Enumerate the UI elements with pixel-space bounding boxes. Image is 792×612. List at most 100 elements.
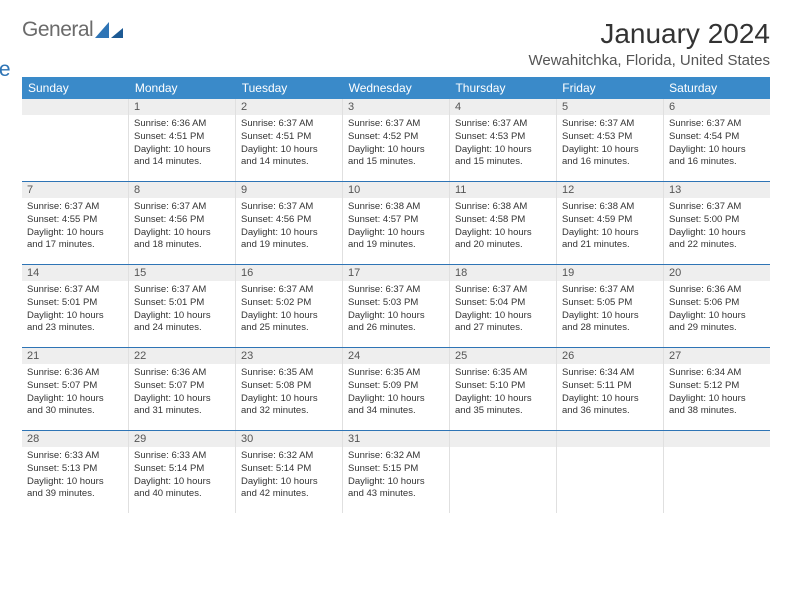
day-content: Sunrise: 6:32 AMSunset: 5:15 PMDaylight:…: [343, 447, 449, 505]
day-cell: 3Sunrise: 6:37 AMSunset: 4:52 PMDaylight…: [343, 99, 450, 181]
day-header-thu: Thursday: [449, 77, 556, 99]
week-row: 21Sunrise: 6:36 AMSunset: 5:07 PMDayligh…: [22, 347, 770, 430]
day-content: Sunrise: 6:37 AMSunset: 5:05 PMDaylight:…: [557, 281, 663, 339]
daylight-line2: and 24 minutes.: [134, 322, 230, 335]
day-number: 17: [343, 265, 449, 281]
day-header-sat: Saturday: [663, 77, 770, 99]
sunrise: Sunrise: 6:36 AM: [669, 284, 765, 297]
day-cell: 23Sunrise: 6:35 AMSunset: 5:08 PMDayligh…: [236, 348, 343, 430]
day-number: 21: [22, 348, 128, 364]
logo-sail-icon: [95, 22, 125, 40]
sunrise: Sunrise: 6:36 AM: [134, 118, 230, 131]
daylight-line1: Daylight: 10 hours: [669, 393, 765, 406]
day-number: 2: [236, 99, 342, 115]
day-cell: 10Sunrise: 6:38 AMSunset: 4:57 PMDayligh…: [343, 182, 450, 264]
day-content: Sunrise: 6:37 AMSunset: 4:56 PMDaylight:…: [236, 198, 342, 256]
day-content: Sunrise: 6:37 AMSunset: 5:01 PMDaylight:…: [129, 281, 235, 339]
day-content: Sunrise: 6:38 AMSunset: 4:59 PMDaylight:…: [557, 198, 663, 256]
daylight-line1: Daylight: 10 hours: [27, 310, 123, 323]
sunset: Sunset: 4:52 PM: [348, 131, 444, 144]
day-number: [557, 431, 663, 447]
daylight-line2: and 40 minutes.: [134, 488, 230, 501]
daylight-line1: Daylight: 10 hours: [134, 393, 230, 406]
sunset: Sunset: 5:09 PM: [348, 380, 444, 393]
day-content: Sunrise: 6:37 AMSunset: 5:03 PMDaylight:…: [343, 281, 449, 339]
day-cell: 5Sunrise: 6:37 AMSunset: 4:53 PMDaylight…: [557, 99, 664, 181]
day-number: 8: [129, 182, 235, 198]
sunset: Sunset: 5:12 PM: [669, 380, 765, 393]
day-cell: 6Sunrise: 6:37 AMSunset: 4:54 PMDaylight…: [664, 99, 770, 181]
day-number: 4: [450, 99, 556, 115]
day-content: Sunrise: 6:35 AMSunset: 5:09 PMDaylight:…: [343, 364, 449, 422]
sunrise: Sunrise: 6:38 AM: [562, 201, 658, 214]
day-cell: 2Sunrise: 6:37 AMSunset: 4:51 PMDaylight…: [236, 99, 343, 181]
daylight-line1: Daylight: 10 hours: [455, 227, 551, 240]
daylight-line1: Daylight: 10 hours: [27, 227, 123, 240]
day-content: Sunrise: 6:37 AMSunset: 4:54 PMDaylight:…: [664, 115, 770, 173]
day-cell: 17Sunrise: 6:37 AMSunset: 5:03 PMDayligh…: [343, 265, 450, 347]
daylight-line2: and 15 minutes.: [455, 156, 551, 169]
daylight-line2: and 39 minutes.: [27, 488, 123, 501]
daylight-line2: and 26 minutes.: [348, 322, 444, 335]
week-row: 1Sunrise: 6:36 AMSunset: 4:51 PMDaylight…: [22, 99, 770, 181]
day-cell: 15Sunrise: 6:37 AMSunset: 5:01 PMDayligh…: [129, 265, 236, 347]
sunset: Sunset: 4:51 PM: [134, 131, 230, 144]
day-number: 20: [664, 265, 770, 281]
daylight-line2: and 18 minutes.: [134, 239, 230, 252]
sunset: Sunset: 5:01 PM: [134, 297, 230, 310]
daylight-line2: and 20 minutes.: [455, 239, 551, 252]
daylight-line2: and 14 minutes.: [134, 156, 230, 169]
day-content: Sunrise: 6:36 AMSunset: 5:07 PMDaylight:…: [129, 364, 235, 422]
sunrise: Sunrise: 6:38 AM: [455, 201, 551, 214]
sunrise: Sunrise: 6:36 AM: [134, 367, 230, 380]
daylight-line2: and 16 minutes.: [562, 156, 658, 169]
day-number: 30: [236, 431, 342, 447]
day-header-fri: Friday: [556, 77, 663, 99]
sunrise: Sunrise: 6:37 AM: [27, 201, 123, 214]
daylight-line2: and 16 minutes.: [669, 156, 765, 169]
sunrise: Sunrise: 6:37 AM: [241, 118, 337, 131]
week-row: 28Sunrise: 6:33 AMSunset: 5:13 PMDayligh…: [22, 430, 770, 513]
day-cell: 11Sunrise: 6:38 AMSunset: 4:58 PMDayligh…: [450, 182, 557, 264]
day-content: Sunrise: 6:35 AMSunset: 5:08 PMDaylight:…: [236, 364, 342, 422]
sunset: Sunset: 5:14 PM: [241, 463, 337, 476]
day-cell: 13Sunrise: 6:37 AMSunset: 5:00 PMDayligh…: [664, 182, 770, 264]
daylight-line1: Daylight: 10 hours: [348, 227, 444, 240]
sunset: Sunset: 5:01 PM: [27, 297, 123, 310]
day-content: Sunrise: 6:38 AMSunset: 4:58 PMDaylight:…: [450, 198, 556, 256]
day-content: Sunrise: 6:38 AMSunset: 4:57 PMDaylight:…: [343, 198, 449, 256]
daylight-line2: and 35 minutes.: [455, 405, 551, 418]
day-cell: 16Sunrise: 6:37 AMSunset: 5:02 PMDayligh…: [236, 265, 343, 347]
sunrise: Sunrise: 6:37 AM: [348, 118, 444, 131]
daylight-line2: and 43 minutes.: [348, 488, 444, 501]
day-number: 6: [664, 99, 770, 115]
sunrise: Sunrise: 6:37 AM: [562, 284, 658, 297]
sunrise: Sunrise: 6:37 AM: [134, 284, 230, 297]
sunrise: Sunrise: 6:37 AM: [348, 284, 444, 297]
daylight-line1: Daylight: 10 hours: [455, 393, 551, 406]
daylight-line1: Daylight: 10 hours: [134, 227, 230, 240]
daylight-line1: Daylight: 10 hours: [241, 310, 337, 323]
day-cell: [450, 431, 557, 513]
sunset: Sunset: 5:05 PM: [562, 297, 658, 310]
sunset: Sunset: 5:07 PM: [134, 380, 230, 393]
sunrise: Sunrise: 6:35 AM: [241, 367, 337, 380]
sunrise: Sunrise: 6:37 AM: [562, 118, 658, 131]
daylight-line2: and 28 minutes.: [562, 322, 658, 335]
sunrise: Sunrise: 6:33 AM: [27, 450, 123, 463]
daylight-line1: Daylight: 10 hours: [562, 393, 658, 406]
daylight-line1: Daylight: 10 hours: [134, 476, 230, 489]
daylight-line1: Daylight: 10 hours: [27, 393, 123, 406]
day-cell: 24Sunrise: 6:35 AMSunset: 5:09 PMDayligh…: [343, 348, 450, 430]
day-cell: 14Sunrise: 6:37 AMSunset: 5:01 PMDayligh…: [22, 265, 129, 347]
week-row: 14Sunrise: 6:37 AMSunset: 5:01 PMDayligh…: [22, 264, 770, 347]
day-content: Sunrise: 6:37 AMSunset: 4:53 PMDaylight:…: [557, 115, 663, 173]
daylight-line2: and 19 minutes.: [241, 239, 337, 252]
daylight-line2: and 27 minutes.: [455, 322, 551, 335]
sunrise: Sunrise: 6:33 AM: [134, 450, 230, 463]
day-header-mon: Monday: [129, 77, 236, 99]
sunset: Sunset: 4:58 PM: [455, 214, 551, 227]
logo: General Blue: [22, 18, 93, 66]
day-number: 5: [557, 99, 663, 115]
sunrise: Sunrise: 6:37 AM: [455, 118, 551, 131]
